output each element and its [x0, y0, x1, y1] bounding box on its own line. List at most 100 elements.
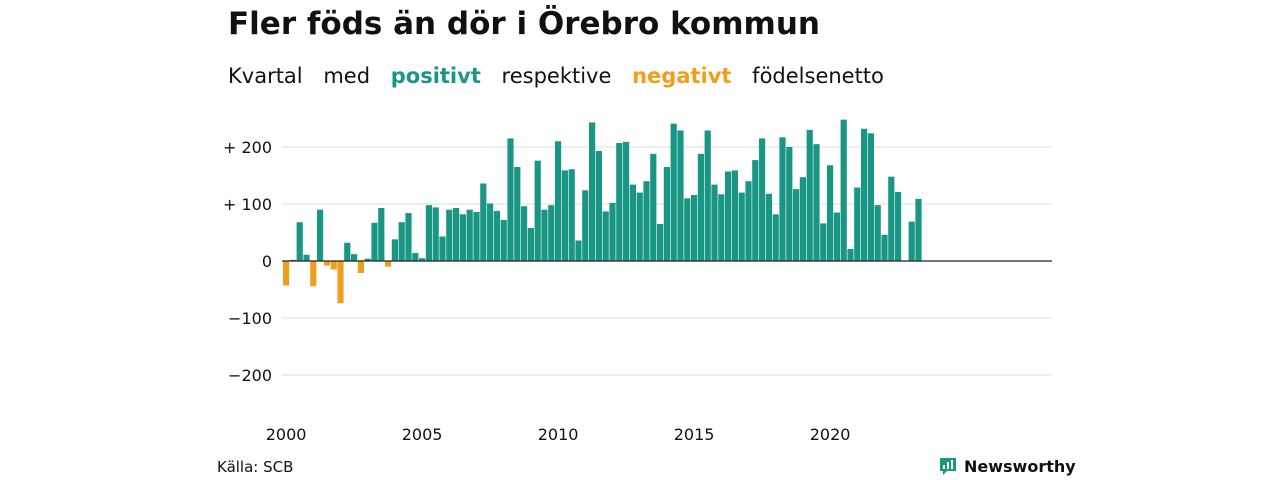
y-tick-label: −100	[228, 309, 272, 328]
bar-negative	[310, 261, 317, 287]
bar-positive	[738, 192, 745, 261]
bar-positive	[555, 141, 562, 261]
bar-positive	[915, 198, 922, 261]
x-tick-label: 2020	[810, 425, 851, 444]
bar-positive	[779, 137, 786, 261]
bar-positive	[425, 205, 432, 261]
bar-positive	[820, 223, 827, 261]
bar-positive	[595, 150, 602, 261]
bar-positive	[840, 119, 847, 261]
bar-positive	[786, 147, 793, 261]
bar-positive	[650, 153, 657, 261]
bar-positive	[582, 190, 589, 261]
y-tick-label: + 200	[223, 138, 272, 157]
bar-positive	[847, 249, 854, 261]
bar-positive	[432, 207, 439, 261]
brand-logo: Newsworthy	[938, 456, 1076, 476]
bar-positive	[548, 205, 555, 261]
bar-positive	[561, 170, 568, 261]
x-tick-label: 2005	[402, 425, 443, 444]
bar-positive	[480, 183, 487, 261]
subtitle-word: födelsenetto	[752, 64, 884, 88]
bar-positive	[500, 219, 507, 261]
bar-negative	[283, 261, 290, 286]
bar-positive	[752, 160, 759, 261]
bar-positive	[453, 207, 460, 261]
bar-positive	[663, 166, 670, 261]
bar-positive	[405, 213, 412, 261]
bar-positive	[398, 222, 405, 261]
subtitle-word: Kvartal	[228, 64, 303, 88]
bar-negative	[330, 261, 337, 270]
bar-positive	[629, 184, 636, 261]
bar-positive	[827, 165, 834, 261]
bar-positive	[793, 189, 800, 261]
bar-positive	[888, 176, 895, 261]
bar-positive	[344, 242, 351, 261]
bar-positive	[677, 130, 684, 261]
bar-positive	[616, 143, 623, 261]
bar-positive	[697, 153, 704, 261]
bar-positive	[643, 181, 650, 261]
bar-positive	[813, 144, 820, 261]
bar-positive	[725, 171, 732, 261]
bar-positive	[670, 123, 677, 261]
source-note: Källa: SCB	[217, 458, 294, 476]
bar-positive	[609, 202, 616, 261]
brand-name: Newsworthy	[964, 456, 1076, 476]
newsworthy-logo-icon	[940, 458, 956, 475]
bar-positive	[412, 253, 419, 261]
bar-positive	[861, 128, 868, 261]
bar-positive	[602, 211, 609, 261]
bar-positive	[541, 209, 548, 261]
bar-positive	[391, 239, 398, 261]
bar-positive	[364, 258, 371, 261]
bar-positive	[657, 223, 664, 261]
bar-positive	[487, 203, 494, 261]
bar-positive	[493, 210, 500, 261]
subtitle-word: respektive	[501, 64, 612, 88]
bar-positive	[514, 166, 521, 261]
bar-positive	[895, 192, 902, 261]
bar-positive	[507, 138, 514, 261]
y-tick-label: + 100	[223, 195, 272, 214]
bar-positive	[772, 214, 779, 261]
bar-positive	[731, 170, 738, 261]
bar-positive	[806, 129, 813, 261]
bar-positive	[867, 133, 874, 261]
bar-positive	[534, 160, 541, 261]
bar-positive	[908, 221, 915, 261]
bar-positive	[718, 194, 725, 261]
x-tick-label: 2000	[266, 425, 307, 444]
bar-positive	[711, 184, 718, 261]
bar-positive	[704, 130, 711, 261]
bar-positive	[459, 214, 466, 261]
bar-positive	[296, 222, 303, 261]
bar-negative	[323, 261, 330, 266]
bar-positive	[623, 141, 630, 261]
bar-positive	[351, 254, 358, 261]
bar-positive	[466, 209, 473, 261]
bar-negative	[357, 261, 364, 273]
bar-positive	[691, 194, 698, 261]
bar-positive	[446, 209, 453, 261]
y-tick-label: 0	[262, 252, 272, 271]
bar-positive	[521, 206, 528, 261]
bar-negative	[385, 261, 392, 267]
bar-positive	[589, 122, 596, 262]
bar-positive	[303, 254, 310, 261]
bar-positive	[759, 138, 766, 261]
bar-positive	[378, 207, 385, 261]
bar-positive	[575, 240, 582, 261]
x-tick-label: 2010	[538, 425, 579, 444]
bar-positive	[874, 205, 881, 261]
bar-positive	[439, 236, 446, 261]
bar-positive	[527, 227, 534, 261]
bar-positive	[799, 177, 806, 261]
bar-positive	[684, 198, 691, 261]
subtitle-word: med	[323, 64, 371, 88]
bar-positive	[317, 209, 324, 261]
bar-positive	[833, 212, 840, 261]
bar-positive	[745, 181, 752, 261]
bar-positive	[765, 193, 772, 261]
